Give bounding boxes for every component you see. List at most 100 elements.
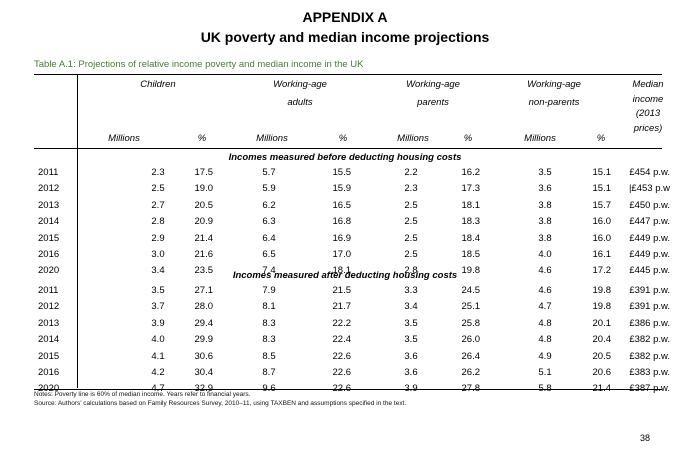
table-cell: 16.9 [332, 232, 352, 244]
table-cell: 3.5 [151, 285, 165, 296]
row-year: 2012 [38, 301, 60, 313]
table-cell: 7.9 [262, 285, 276, 296]
table-cell: 20.9 [194, 216, 214, 228]
table-cell: 2.3 [151, 167, 165, 178]
table-cell: 22.4 [332, 334, 352, 346]
year-column-divider [77, 75, 78, 388]
median-income-cell: £382 p.w. [629, 334, 670, 346]
table-cell: 2.5 [151, 183, 165, 195]
median-income-cell: |£453 p.w [628, 183, 670, 195]
table-cell: 6.5 [262, 249, 276, 260]
table-cell: 25.1 [461, 301, 481, 313]
row-year: 2020 [38, 265, 60, 277]
table-cell: 3.8 [538, 216, 552, 228]
table-cell: 21.5 [332, 285, 352, 296]
table-cell: 17.3 [461, 183, 481, 195]
table-cell: 4.6 [538, 265, 552, 277]
group-header-working-age-parents: Working-age parents [406, 79, 460, 108]
table-notes: Notes: Poverty line is 60% of median inc… [34, 391, 251, 398]
table-cell: 2.2 [404, 167, 418, 178]
table-bottom-rule [34, 389, 662, 390]
table-cell: 15.1 [592, 183, 612, 195]
table-cell: 19.8 [592, 285, 612, 296]
table-cell: 18.1 [332, 265, 352, 277]
table-cell: 26.4 [461, 350, 481, 362]
table-cell: 28.0 [194, 301, 214, 313]
table-cell: 17.5 [194, 167, 214, 178]
median-income-cell: £386 p.w. [629, 317, 670, 329]
median-income-cell: £449 p.w. [629, 249, 670, 260]
table-cell: 22.6 [332, 367, 352, 378]
table-cell: 30.4 [194, 367, 214, 378]
table-cell: 8.3 [262, 317, 276, 329]
table-cell: 4.0 [151, 334, 165, 346]
row-year: 2014 [38, 334, 60, 346]
table-cell: 8.1 [262, 301, 276, 313]
page-number: 38 [639, 433, 650, 443]
table-cell: 16.1 [592, 249, 612, 260]
table-cell: 18.1 [461, 199, 481, 211]
table-cell: 4.7 [538, 301, 552, 313]
table-cell: 5.8 [538, 383, 552, 395]
table-cell: 15.7 [592, 199, 612, 211]
table-cell: 21.6 [194, 249, 214, 260]
table-cell: 22.6 [332, 350, 352, 362]
table-cell: 2.5 [404, 232, 418, 244]
table-cell: 16.0 [592, 216, 612, 228]
table-cell: 4.0 [538, 249, 552, 260]
table-cell: 16.2 [461, 167, 481, 178]
table-cell: 4.1 [151, 350, 165, 362]
table-cell: 18.5 [461, 249, 481, 260]
table-cell: 22.2 [332, 317, 352, 329]
table-cell: 2.3 [404, 183, 418, 195]
table-caption: Table A.1: Projections of relative incom… [34, 59, 364, 70]
table-cell: 20.1 [592, 317, 612, 329]
subheader-millions: Millions [256, 133, 288, 144]
table-cell: 4.6 [538, 285, 552, 296]
page-subtitle: UK poverty and median income projections [200, 29, 490, 45]
median-income-cell: £387 p.w. [629, 383, 670, 395]
table-cell: 23.5 [194, 265, 214, 277]
table-cell: 19.0 [194, 183, 214, 195]
table-cell: 27.8 [461, 383, 481, 395]
table-cell: 4.7 [151, 383, 165, 395]
table-cell: 32.9 [194, 383, 214, 395]
table-cell: 30.6 [194, 350, 214, 362]
table-cell: 19.8 [461, 265, 481, 277]
table-cell: 3.3 [404, 285, 418, 296]
table-cell: 3.8 [538, 199, 552, 211]
median-income-cell: £382 p.w. [629, 350, 670, 362]
table-cell: 4.9 [538, 350, 552, 362]
subheader-millions: Millions [524, 133, 556, 144]
table-cell: 7.4 [262, 265, 276, 277]
table-cell: 8.3 [262, 334, 276, 346]
table-cell: 16.5 [332, 199, 352, 211]
table-cell: 6.3 [262, 216, 276, 228]
row-year: 2016 [38, 249, 60, 260]
subheader-millions: Millions [108, 133, 140, 144]
table-cell: 20.5 [194, 199, 214, 211]
table-cell: 26.2 [461, 367, 481, 378]
row-year: 2014 [38, 216, 60, 228]
subheader-percent: % [338, 133, 348, 144]
table-cell: 8.7 [262, 367, 276, 378]
table-cell: 3.6 [404, 350, 418, 362]
table-cell: 20.4 [592, 334, 612, 346]
table-cell: 20.5 [592, 350, 612, 362]
table-cell: 5.1 [538, 367, 552, 378]
table-cell: 3.4 [404, 301, 418, 313]
table-cell: 29.4 [194, 317, 214, 329]
table-cell: 21.4 [592, 383, 612, 395]
table-cell: 2.5 [404, 249, 418, 260]
table-cell: 27.1 [194, 285, 214, 296]
subheader-percent: % [463, 133, 473, 144]
group-header-working-age-non-parents: Working-age non-parents [527, 79, 581, 108]
table-cell: 20.6 [592, 367, 612, 378]
table-cell: 5.9 [262, 183, 276, 195]
table-cell: 2.5 [404, 199, 418, 211]
table-cell: 16.0 [592, 232, 612, 244]
row-year: 2012 [38, 183, 60, 195]
section-label: Incomes measured before deducting housin… [228, 152, 462, 163]
table-cell: 3.6 [538, 183, 552, 195]
table-cell: 26.0 [461, 334, 481, 346]
